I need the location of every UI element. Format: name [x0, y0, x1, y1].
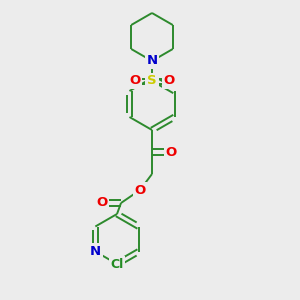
Text: Cl: Cl [110, 257, 124, 271]
Text: O: O [164, 74, 175, 88]
Text: N: N [90, 245, 101, 258]
Text: O: O [134, 184, 146, 196]
Text: O: O [96, 196, 108, 209]
Text: O: O [129, 74, 141, 88]
Text: N: N [146, 55, 158, 68]
Text: O: O [165, 146, 177, 158]
Text: S: S [147, 74, 157, 88]
